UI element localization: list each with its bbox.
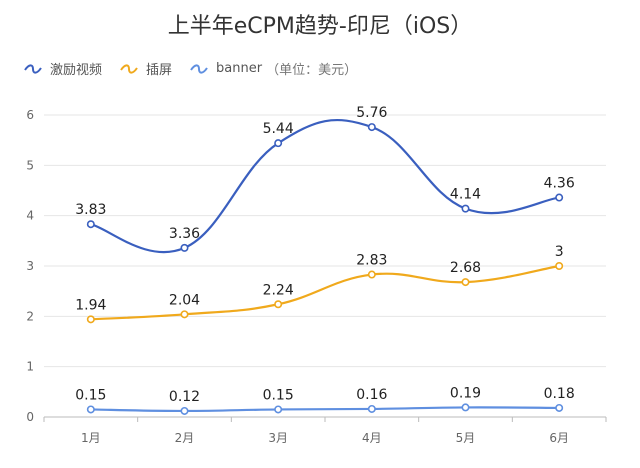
data-label: 4.36 <box>544 176 575 192</box>
data-label: 2.04 <box>169 292 200 308</box>
y-tick-label: 0 <box>26 410 34 424</box>
data-point <box>86 315 95 324</box>
data-label: 0.19 <box>450 385 481 401</box>
legend-label: 插屏 <box>146 63 173 78</box>
data-label: 3.36 <box>169 226 200 242</box>
data-label: 2.24 <box>263 282 294 298</box>
x-tick-label: 6月 <box>549 431 569 445</box>
data-point <box>367 404 376 413</box>
data-point <box>367 270 376 279</box>
data-label: 1.94 <box>75 297 106 313</box>
data-point <box>180 310 189 319</box>
data-point <box>555 403 564 412</box>
legend-label: banner <box>216 61 263 76</box>
legend-line-icon <box>120 63 138 74</box>
x-tick-label: 5月 <box>456 431 476 445</box>
data-label: 0.16 <box>356 387 387 403</box>
series-line-1 <box>90 264 560 321</box>
legend-line-icon <box>24 63 42 74</box>
data-point <box>461 278 470 287</box>
data-label: 0.12 <box>169 389 200 405</box>
data-point <box>180 243 189 252</box>
data-point <box>367 123 376 132</box>
data-point <box>180 406 189 415</box>
data-point <box>461 204 470 213</box>
data-point <box>461 403 470 412</box>
data-label: 0.15 <box>75 387 106 403</box>
y-tick-label: 6 <box>26 108 34 122</box>
legend-item-interstitial[interactable]: 插屏 <box>120 59 172 78</box>
x-tick-label: 3月 <box>268 431 288 445</box>
data-label: 2.83 <box>356 253 387 269</box>
legend-item-banner[interactable]: banner （单位：美元） <box>190 59 357 78</box>
legend-line-icon <box>190 63 208 74</box>
data-label: 4.14 <box>450 187 481 203</box>
series-line-0 <box>90 118 560 254</box>
x-tick-label: 2月 <box>175 431 195 445</box>
y-tick-label: 4 <box>26 209 34 223</box>
data-label: 5.76 <box>356 105 387 121</box>
legend-label: 激励视频 <box>50 63 103 78</box>
data-label: 5.44 <box>263 121 294 137</box>
y-tick-label: 3 <box>26 259 34 273</box>
data-label: 0.18 <box>544 386 575 402</box>
series-line-2 <box>90 406 560 413</box>
y-tick-label: 2 <box>26 309 34 323</box>
data-label: 0.15 <box>263 387 294 403</box>
data-label: 3 <box>555 244 564 260</box>
data-point <box>86 405 95 414</box>
chart-title: 上半年eCPM趋势-印尼（iOS） <box>167 14 473 39</box>
unit-note: （单位：美元） <box>266 63 358 78</box>
legend-item-rewarded-video[interactable]: 激励视频 <box>24 59 102 78</box>
data-point <box>86 220 95 229</box>
data-point <box>274 139 283 148</box>
data-point <box>274 300 283 309</box>
data-label: 3.83 <box>75 202 106 218</box>
x-tick-label: 1月 <box>81 431 101 445</box>
data-label: 2.68 <box>450 260 481 276</box>
x-tick-label: 4月 <box>362 431 382 445</box>
legend: 激励视频 插屏 banner （单位：美元） <box>24 59 375 78</box>
data-point <box>555 193 564 202</box>
y-tick-label: 1 <box>26 360 34 374</box>
data-point <box>555 261 564 270</box>
y-tick-label: 5 <box>26 158 34 172</box>
data-point <box>274 405 283 414</box>
